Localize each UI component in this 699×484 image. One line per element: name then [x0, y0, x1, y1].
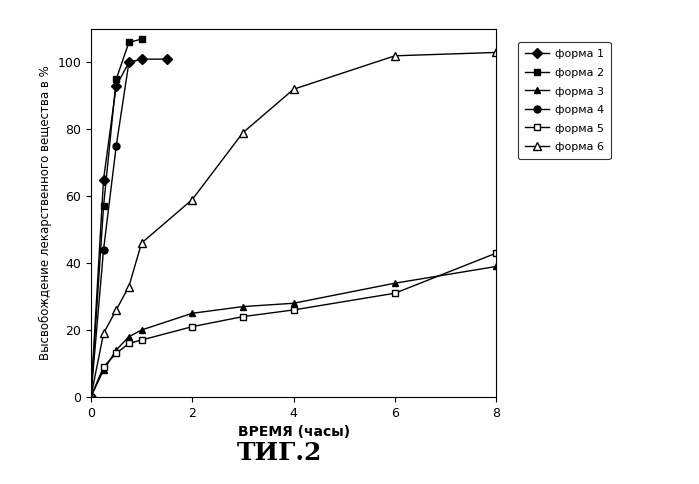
- форма 3: [391, 280, 399, 286]
- Line: форма 6: форма 6: [87, 48, 500, 401]
- форма 5: [188, 324, 196, 330]
- форма 2: [99, 203, 108, 209]
- форма 5: [124, 340, 133, 346]
- Line: форма 4: форма 4: [87, 56, 145, 400]
- Line: форма 2: форма 2: [87, 36, 145, 400]
- форма 2: [137, 36, 146, 42]
- форма 1: [163, 56, 171, 62]
- форма 6: [391, 53, 399, 59]
- форма 6: [289, 86, 298, 92]
- Legend: форма 1, форма 2, форма 3, форма 4, форма 5, форма 6: форма 1, форма 2, форма 3, форма 4, форм…: [518, 42, 610, 159]
- форма 5: [391, 290, 399, 296]
- форма 1: [137, 56, 146, 62]
- форма 6: [238, 130, 247, 136]
- форма 3: [188, 310, 196, 316]
- форма 6: [87, 394, 95, 400]
- форма 4: [137, 56, 146, 62]
- форма 2: [124, 40, 133, 45]
- форма 5: [87, 394, 95, 400]
- форма 3: [492, 264, 500, 270]
- форма 6: [112, 307, 120, 313]
- форма 3: [99, 367, 108, 373]
- Text: ΤИГ.2: ΤИГ.2: [237, 440, 322, 465]
- форма 4: [112, 143, 120, 149]
- форма 5: [238, 314, 247, 319]
- Y-axis label: Высвобождение лекарственного вещества в %: Высвобождение лекарственного вещества в …: [38, 66, 52, 360]
- форма 6: [492, 49, 500, 55]
- форма 1: [112, 83, 120, 89]
- форма 3: [112, 347, 120, 353]
- форма 2: [112, 76, 120, 82]
- форма 5: [137, 337, 146, 343]
- форма 4: [87, 394, 95, 400]
- форма 3: [137, 327, 146, 333]
- форма 5: [492, 250, 500, 256]
- форма 3: [124, 334, 133, 340]
- форма 2: [87, 394, 95, 400]
- Line: форма 1: форма 1: [87, 56, 171, 400]
- форма 4: [124, 60, 133, 65]
- форма 5: [99, 364, 108, 370]
- форма 6: [124, 284, 133, 289]
- форма 1: [124, 60, 133, 65]
- форма 1: [99, 177, 108, 182]
- Line: форма 3: форма 3: [87, 263, 500, 400]
- форма 6: [188, 197, 196, 202]
- форма 5: [289, 307, 298, 313]
- Line: форма 5: форма 5: [87, 250, 500, 400]
- форма 3: [87, 394, 95, 400]
- форма 6: [99, 331, 108, 336]
- форма 5: [112, 350, 120, 356]
- форма 6: [137, 240, 146, 246]
- форма 4: [99, 247, 108, 253]
- X-axis label: ВРЕМЯ (часы): ВРЕМЯ (часы): [238, 425, 350, 439]
- форма 3: [238, 303, 247, 309]
- форма 1: [87, 394, 95, 400]
- форма 3: [289, 301, 298, 306]
